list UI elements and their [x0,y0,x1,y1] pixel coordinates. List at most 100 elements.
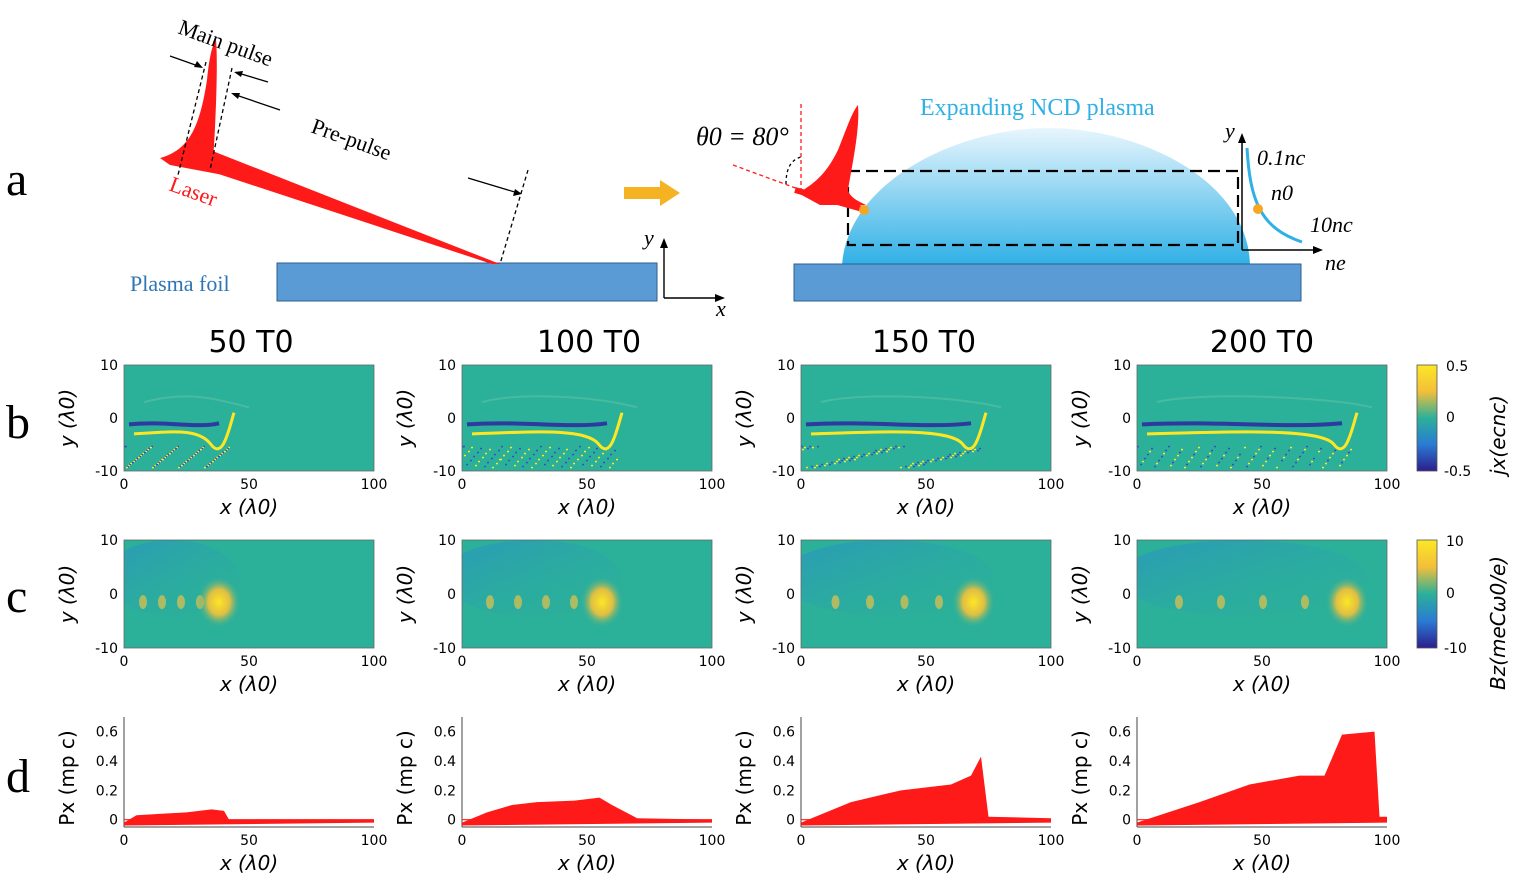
jx-noise [831,461,833,464]
jx-noise [181,464,183,467]
x-tick-label: 100 [1038,833,1065,849]
jx-noise [809,445,811,448]
jx-noise [175,447,177,450]
jx-noise [222,451,224,454]
jx-noise [136,457,138,460]
bz-small-blob [486,595,494,610]
jx-noise [1225,451,1227,454]
jx-noise [875,449,877,452]
y-axis-label: y (λ0) [55,565,79,624]
laser-label: Laser [166,171,221,211]
jx-noise [1163,452,1165,455]
jx-noise [190,456,192,459]
jx-noise [930,460,932,463]
jx-noise [489,448,491,451]
x-tick-label: 100 [699,833,726,849]
jx-noise [1269,454,1271,457]
jx-noise [802,448,804,451]
bz-small-blob [570,595,578,610]
jx-noise [482,456,484,459]
jx-noise [494,453,496,456]
jx-noise [610,453,612,456]
jx-noise [603,461,605,464]
jx-noise [167,453,169,456]
jx-noise [1149,450,1151,453]
jx-noise [1216,464,1218,467]
incident-laser-shape [798,105,866,205]
jx-noise [559,456,561,459]
jx-noise [566,448,568,451]
jx-noise [152,466,154,469]
jx-noise [157,462,159,465]
px-tick-label: 0 [786,813,795,829]
jx-noise [510,446,512,449]
time-title-200: 200 T0 [1210,325,1314,360]
jx-noise [616,458,618,461]
jx-noise [598,456,600,459]
heatmap-frame [1136,539,1388,649]
px-panel-2: 0.6 0.4 0.2 0 Px (mp c) 0 50 100 x (λ0) [393,717,725,875]
x-tick-label: 50 [917,833,935,849]
jx-noise [1313,457,1315,460]
jx-noise [508,459,510,462]
jx-noise [218,455,220,458]
jx-noise [1214,445,1216,448]
jx-noise [556,460,558,463]
jx-noise [1343,458,1345,461]
px-tick-label: 0.2 [434,783,456,799]
x-tick-label: 100 [361,654,388,670]
jx-noise [500,458,502,461]
heatmap-frame [123,539,375,649]
jx-negative-filament [466,421,608,428]
jx-noise [876,452,878,455]
heatmap-frame [800,539,1052,649]
jx-negative-filament [805,421,972,428]
jx-noise [866,454,868,457]
y-axis-label: y (λ0) [1068,389,1092,448]
jx-noise [839,461,841,464]
jx-noise [848,456,850,459]
y-tick-label: 10 [1113,533,1131,549]
jx-noise [163,457,165,460]
jx-noise [1211,449,1213,452]
px-phase-space [462,797,712,826]
jx-noise [484,465,486,468]
jx-noise [209,462,211,465]
y-tick-label: 0 [1122,587,1131,603]
jx-noise [1339,464,1341,467]
jx-noise [130,462,132,465]
bz-negative-region [1137,540,1367,616]
jx-colorbar-gradient [1416,364,1438,472]
jx-noise [487,461,489,464]
jx-noise [582,463,584,466]
jx-noise [1348,451,1350,454]
jx-noise [1311,460,1313,463]
jx-noise [503,454,505,457]
jx-noise [584,450,586,453]
jx-noise [1255,452,1257,455]
jx-noise [903,445,905,448]
jx-noise [977,449,979,452]
px-tick-label: 0 [109,813,118,829]
px-panel-3: 0.6 0.4 0.2 0 Px (mp c) 0 50 100 x (λ0) [732,717,1064,875]
bz-small-blob [158,595,166,610]
jx-noise [844,460,846,463]
jx-noise [463,445,465,448]
bz-peak-blob [197,576,241,629]
jx-noise [962,452,964,455]
jx-noise [593,451,595,454]
jx-noise [1332,452,1334,455]
time-title-50: 50 T0 [208,325,293,360]
x-tick-label: 100 [1374,654,1401,670]
prepulse-end-dash [499,169,529,265]
x-tick-label: 50 [240,833,258,849]
bz-negative-region [801,540,994,616]
y-tick-label: -10 [433,641,456,657]
jx-noise [920,462,922,465]
jx-noise [568,457,570,460]
jx-noise [959,451,961,454]
jx-noise [125,445,127,448]
jx-noise [871,453,873,456]
jx-noise [220,453,222,456]
